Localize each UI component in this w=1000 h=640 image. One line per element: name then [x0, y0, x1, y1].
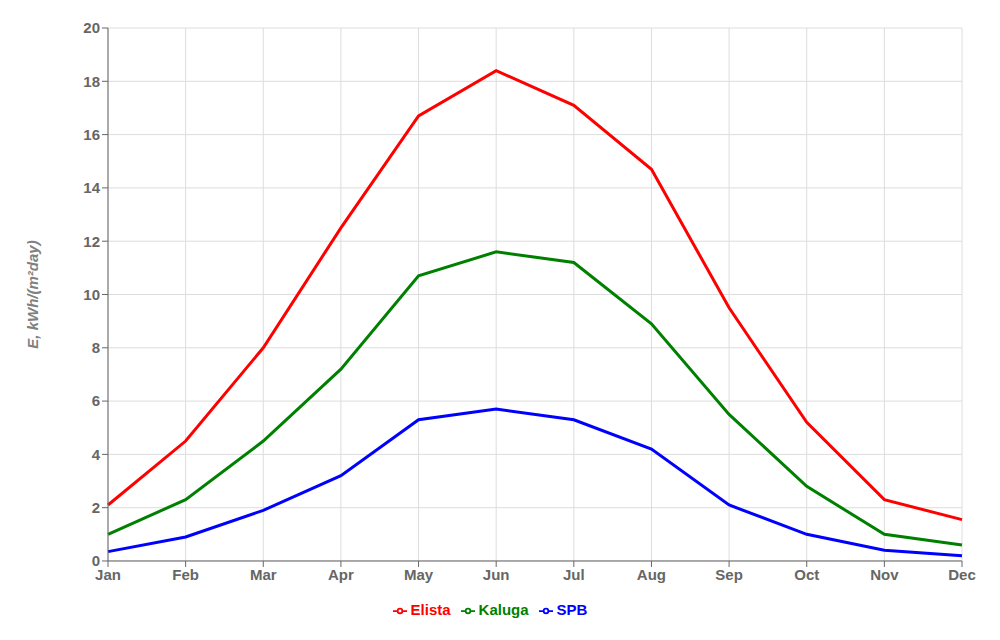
svg-text:18: 18 [83, 73, 100, 90]
svg-text:E, kWh/(m²day): E, kWh/(m²day) [24, 240, 41, 348]
svg-text:Oct: Oct [794, 566, 819, 583]
svg-text:20: 20 [83, 19, 100, 36]
svg-text:Jun: Jun [483, 566, 510, 583]
html-text:SPB: SPB [556, 601, 588, 618]
svg-text:4: 4 [92, 446, 101, 463]
svg-text:Jul: Jul [563, 566, 585, 583]
svg-text:8: 8 [92, 339, 100, 356]
html-text:Elista: Elista [410, 601, 451, 618]
svg-text:2: 2 [92, 499, 100, 516]
svg-text:Dec: Dec [948, 566, 976, 583]
svg-text:6: 6 [92, 392, 100, 409]
svg-text:12: 12 [83, 233, 100, 250]
svg-text:16: 16 [83, 126, 100, 143]
svg-text:14: 14 [83, 179, 100, 196]
svg-text:Sep: Sep [715, 566, 743, 583]
svg-text:Apr: Apr [328, 566, 354, 583]
svg-text:10: 10 [83, 286, 100, 303]
svg-text:Nov: Nov [870, 566, 899, 583]
svg-text:Mar: Mar [250, 566, 277, 583]
svg-text:Aug: Aug [637, 566, 666, 583]
svg-text:0: 0 [92, 552, 100, 569]
html-text:Kaluga: Kaluga [478, 601, 529, 618]
svg-text:May: May [404, 566, 434, 583]
svg-text:Feb: Feb [172, 566, 199, 583]
svg-text:Jan: Jan [95, 565, 121, 583]
